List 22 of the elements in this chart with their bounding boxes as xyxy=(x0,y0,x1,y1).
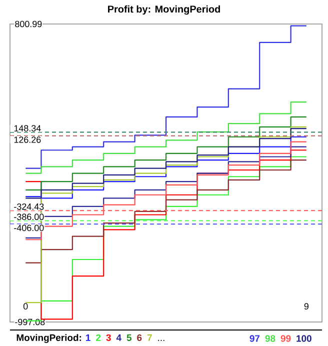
y-tick-label: 800.99 xyxy=(15,20,42,28)
text: 7 xyxy=(147,334,152,341)
text: 98 xyxy=(265,335,276,342)
x-tick-label: 9 xyxy=(304,303,308,310)
text: 2 xyxy=(96,334,101,341)
ref-line-label: -324.43 xyxy=(14,203,44,210)
x-tick-label: 0 xyxy=(23,303,28,310)
text: 100 xyxy=(296,335,312,342)
text: 4 xyxy=(116,334,122,341)
legend-title: MovingPeriod: xyxy=(16,334,82,343)
text: 6 xyxy=(137,334,142,342)
ref-line-label: 148.34 xyxy=(14,125,41,132)
text: 1 xyxy=(86,334,90,341)
text: 5 xyxy=(126,334,132,342)
ref-line-label: -386.00 xyxy=(14,214,44,220)
chart-title: Profit by: MovingPeriod xyxy=(108,5,220,15)
text: 99 xyxy=(280,335,291,342)
text: 3 xyxy=(106,334,111,342)
ref-line-label: -406.00 xyxy=(14,224,44,232)
text: 97 xyxy=(250,335,260,342)
ref-line-label: 126.26 xyxy=(14,136,41,143)
text: ... xyxy=(158,340,164,341)
